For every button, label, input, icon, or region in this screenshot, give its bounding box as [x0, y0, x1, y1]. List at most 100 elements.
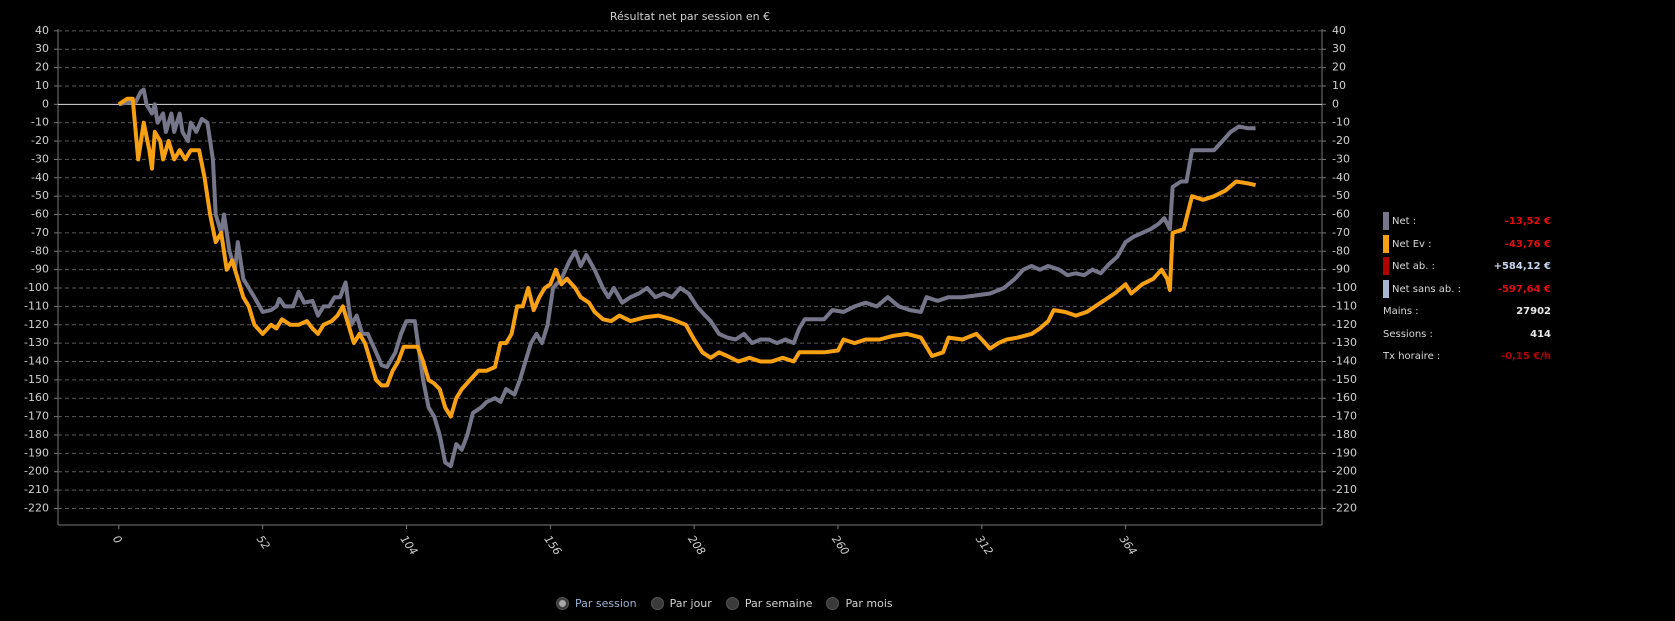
- y-tick-label: -210: [24, 483, 49, 496]
- y-tick-label: -140: [24, 355, 49, 368]
- x-tick-label: 208: [685, 533, 708, 558]
- y2-tick-label: -180: [1332, 428, 1357, 441]
- mode-option[interactable]: Par mois: [826, 597, 893, 610]
- y2-tick-label: -40: [1332, 171, 1350, 184]
- y-tick-label: -10: [31, 116, 49, 129]
- y-tick-label: -200: [24, 465, 49, 478]
- x-tick-label: 156: [541, 533, 564, 558]
- stat-value: -0,15 €/h: [1500, 351, 1551, 362]
- y-tick-label: -150: [24, 373, 49, 386]
- mode-selector: Par session Par jour Par semaine Par mois: [556, 597, 893, 610]
- y-tick-label: -100: [24, 281, 49, 294]
- stat-label: Tx horaire :: [1383, 351, 1441, 362]
- y-tick-label: -70: [31, 226, 49, 239]
- y-tick-label: 20: [35, 61, 49, 74]
- x-tick-label: 52: [254, 533, 273, 552]
- y-tick-label: -30: [31, 152, 49, 165]
- x-tick-label: 104: [398, 533, 421, 558]
- legend-swatch: [1383, 234, 1389, 253]
- mode-option[interactable]: Par jour: [650, 597, 712, 610]
- y-tick-label: -60: [31, 208, 49, 221]
- stats-panel: Net : -13,52 € Net Ev : -43,76 € Net ab. : +5…: [1378, 212, 1568, 370]
- y-tick-label: -220: [24, 501, 49, 514]
- stat-row: Mains : 27902: [1378, 302, 1568, 325]
- y2-tick-label: -50: [1332, 189, 1350, 202]
- y2-tick-label: -90: [1332, 263, 1350, 276]
- y-tick-label: -180: [24, 428, 49, 441]
- mode-option[interactable]: Par semaine: [725, 597, 813, 610]
- y2-tick-label: -60: [1332, 208, 1350, 221]
- stat-label: Mains :: [1383, 306, 1419, 317]
- y2-tick-label: -120: [1332, 318, 1357, 331]
- x-tick-label: 260: [829, 533, 852, 558]
- stat-row: Sessions : 414: [1378, 325, 1568, 348]
- x-tick-label: 364: [1117, 533, 1140, 558]
- y2-tick-label: 0: [1332, 97, 1339, 110]
- stat-value: -13,52 €: [1504, 216, 1551, 227]
- y2-tick-label: -140: [1332, 355, 1357, 368]
- y2-tick-label: -100: [1332, 281, 1357, 294]
- radio[interactable]: [826, 597, 840, 610]
- stat-value: -43,76 €: [1504, 238, 1551, 250]
- stat-value: +584,12 €: [1493, 261, 1551, 272]
- mode-label[interactable]: Par semaine: [744, 597, 813, 610]
- y-tick-label: -50: [31, 189, 49, 202]
- y2-tick-label: -150: [1332, 373, 1357, 386]
- y2-tick-label: -30: [1332, 152, 1350, 165]
- radio[interactable]: [725, 597, 739, 610]
- y2-tick-label: -170: [1332, 410, 1357, 423]
- y2-tick-label: -110: [1332, 299, 1357, 312]
- y-tick-label: -40: [31, 171, 49, 184]
- y2-tick-label: 10: [1332, 79, 1346, 92]
- y2-tick-label: -190: [1332, 446, 1357, 459]
- y2-tick-label: -20: [1332, 134, 1350, 147]
- y-tick-label: -170: [24, 410, 49, 423]
- legend-swatch: [1383, 257, 1389, 275]
- x-tick-label: 0: [110, 533, 125, 546]
- y2-tick-label: -160: [1332, 391, 1357, 404]
- y2-tick-label: -200: [1332, 465, 1357, 478]
- stat-value: -597,64 €: [1497, 283, 1551, 295]
- stat-label: Net sans ab. :: [1392, 283, 1461, 295]
- y2-tick-label: -210: [1332, 483, 1357, 496]
- stat-value: 414: [1530, 328, 1551, 340]
- y-tick-label: 10: [35, 79, 49, 92]
- mode-label[interactable]: Par jour: [669, 597, 712, 610]
- x-tick-label: 312: [973, 533, 996, 558]
- stat-value: 27902: [1516, 306, 1551, 317]
- y-tick-label: -120: [24, 318, 49, 331]
- y-tick-label: -130: [24, 336, 49, 349]
- chart-title: Résultat net par session en €: [610, 10, 770, 23]
- y-tick-label: -20: [31, 134, 49, 147]
- y2-tick-label: 20: [1332, 61, 1346, 74]
- radio[interactable]: [556, 597, 569, 610]
- stat-row: Net ab. : +584,12 €: [1378, 257, 1568, 280]
- y-tick-label: -80: [31, 244, 49, 257]
- series-line: [117, 96, 1257, 419]
- mode-label[interactable]: Par session: [575, 597, 637, 610]
- y2-tick-label: -10: [1332, 116, 1350, 129]
- legend-swatch: [1383, 279, 1389, 298]
- mode-option[interactable]: Par session: [556, 597, 637, 610]
- y2-tick-label: -220: [1332, 501, 1357, 514]
- stat-row: Net sans ab. : -597,64 €: [1378, 279, 1568, 303]
- y-tick-label: 30: [35, 42, 49, 55]
- stat-label: Net :: [1392, 216, 1417, 227]
- y-tick-label: -110: [24, 299, 49, 312]
- y-tick-label: -160: [24, 391, 49, 404]
- y-tick-label: -190: [24, 446, 49, 459]
- chart: Résultat net par session en € 40 40 30 30 20…: [24, 10, 1357, 558]
- stat-row: Net Ev : -43,76 €: [1378, 234, 1568, 258]
- mode-label[interactable]: Par mois: [845, 597, 893, 610]
- y2-tick-label: -70: [1332, 226, 1350, 239]
- stat-label: Net ab. :: [1392, 261, 1435, 272]
- series-line: [118, 87, 1256, 469]
- stat-row: Net : -13,52 €: [1378, 212, 1568, 235]
- y-tick-label: -90: [31, 263, 49, 276]
- stat-label: Sessions :: [1383, 328, 1433, 340]
- y2-tick-label: 40: [1332, 24, 1346, 37]
- stat-label: Net Ev :: [1392, 238, 1432, 250]
- radio[interactable]: [650, 597, 664, 610]
- y-tick-label: 0: [42, 97, 49, 110]
